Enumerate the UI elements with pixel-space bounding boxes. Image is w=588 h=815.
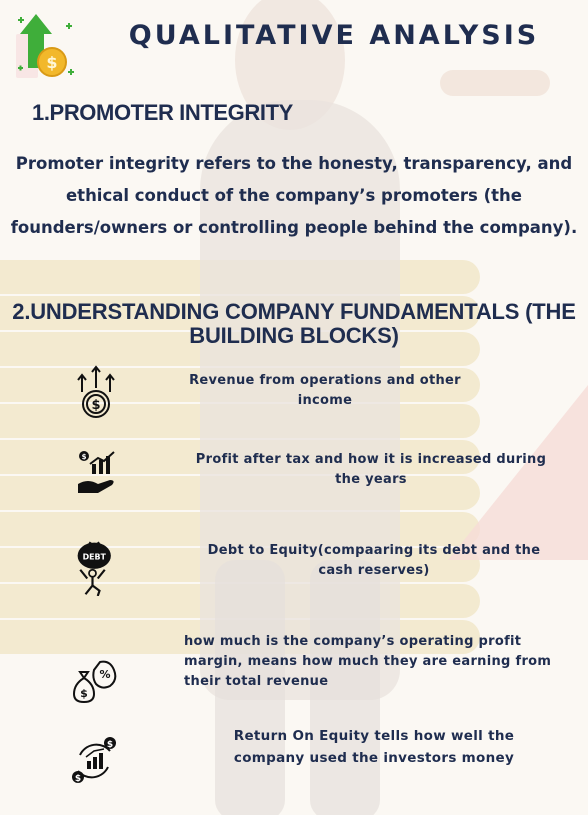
return-cycle-chart-icon: $ $ <box>72 737 116 784</box>
svg-text:$: $ <box>75 774 81 784</box>
page-title: QUALITATIVE ANALYSIS <box>128 20 540 51</box>
money-bag-percent-icon: $ % <box>72 660 117 704</box>
svg-text:$: $ <box>91 398 100 413</box>
svg-text:%: % <box>99 668 110 681</box>
fundamental-item-return-on-equity: Return On Equity tells how well the comp… <box>233 728 515 766</box>
revenue-growth-icon: $ <box>77 365 115 418</box>
fundamental-item-profit: Profit after tax and how it is increased… <box>195 452 547 487</box>
section-heading-fundamentals: 2.UNDERSTANDING COMPANY FUNDAMENTALS (TH… <box>12 299 576 348</box>
profit-hand-chart-icon: $ <box>78 451 115 493</box>
growth-coin-logo-icon: $ <box>16 14 74 78</box>
section-heading-promoter-integrity: 1.PROMOTER INTEGRITY <box>32 100 293 125</box>
debt-burden-icon: DEBT <box>77 541 111 596</box>
svg-text:$: $ <box>46 53 57 72</box>
fundamental-item-revenue: Revenue from operations and other income <box>189 373 461 408</box>
fundamental-item-operating-margin: how much is the company’s operating prof… <box>184 634 552 689</box>
svg-text:$: $ <box>80 687 88 700</box>
promoter-integrity-description: Promoter integrity refers to the honesty… <box>10 154 578 237</box>
svg-text:$: $ <box>107 740 113 750</box>
fundamental-item-debt-to-equity: Debt to Equity(compaaring its debt and t… <box>207 543 541 578</box>
svg-text:DEBT: DEBT <box>83 552 107 561</box>
svg-text:$: $ <box>82 453 87 461</box>
